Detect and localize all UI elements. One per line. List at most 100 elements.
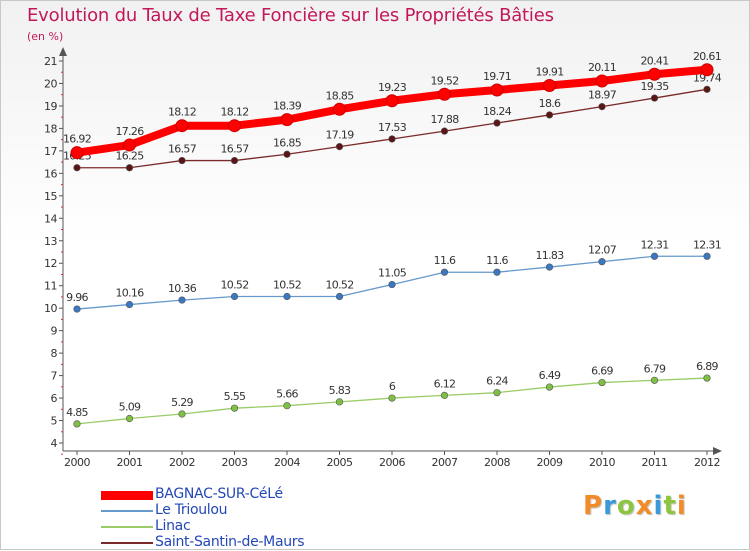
legend: BAGNAC-SUR-CéLé Le Trioulou Linac Saint-San… [101,486,401,551]
y-tick-label: 14 [44,212,57,225]
y-tick-label: 6 [51,392,58,405]
brand-letter: o [616,491,636,521]
data-label: 10.52 [326,278,354,291]
data-label: 20.61 [693,50,721,63]
data-point [700,63,714,77]
data-label: 18.97 [588,89,617,102]
data-label: 12.07 [588,244,617,257]
brand-letter: i [653,491,664,521]
data-label: 10.52 [221,278,249,291]
data-point [440,127,449,135]
brand-letter: x [635,491,654,521]
brand-letter: t [663,491,677,521]
x-tick-label: 2009 [537,456,563,469]
legend-swatch [101,542,153,544]
data-point [125,414,134,423]
x-tick-label: 2010 [589,456,615,469]
data-point [283,292,291,301]
data-point [490,83,504,97]
y-tick-label: 9 [51,325,58,338]
series-saint-santin-de-maurs: 16.2516.2516.5716.5716.8517.1917.5317.88… [63,71,722,172]
data-label: 12.31 [693,238,721,251]
brand-letter: P [583,491,604,521]
y-tick-label: 16 [44,167,57,180]
brand-letter: i [676,491,687,521]
data-point [388,280,396,289]
y-axis-arrow [59,47,67,56]
data-point [545,263,554,271]
data-label: 11.83 [536,249,565,262]
data-label: 16.92 [63,133,91,146]
data-label: 6 [389,380,396,393]
x-tick-label: 2004 [274,456,300,469]
data-label: 5.29 [171,396,193,409]
brand-letter: r [603,491,617,521]
data-label: 6.69 [591,365,613,378]
x-tick-label: 2001 [117,456,143,469]
data-label: 5.09 [119,401,141,414]
data-label: 6.49 [539,369,561,382]
data-point [650,94,659,102]
y-tick-label: 21 [44,55,57,68]
series-bagnac-sur-c-l-: 16.92 17.26 18.12 18.12 18.39 18.85 19.23 19.52… [63,50,722,160]
data-label: 18.24 [483,105,512,118]
data-point [283,402,291,410]
data-point [230,292,239,301]
y-tick-label: 18 [44,122,57,135]
x-tick-label: 2002 [169,456,195,469]
data-label: 6.89 [696,360,718,373]
y-tick-label: 13 [44,235,57,248]
data-point [703,374,711,382]
data-point [598,103,606,111]
data-point [650,252,659,260]
y-tick-label: 11 [44,280,57,293]
data-point [230,156,239,165]
data-point [178,156,186,165]
legend-label: Le Trioulou [155,502,228,518]
data-point [333,102,346,116]
data-label: 16.85 [273,136,302,149]
data-label: 9.96 [66,291,88,304]
data-point [703,252,711,260]
data-point [493,119,501,127]
brand-logo: Proxiti [583,491,687,521]
x-tick-label: 2006 [379,456,405,469]
data-label: 10.16 [116,287,145,300]
data-label: 6.24 [486,375,508,388]
data-point [440,268,449,276]
data-point [280,113,294,127]
data-point [440,391,449,399]
data-label: 18.85 [326,89,355,102]
data-point [230,404,239,412]
data-point [125,300,134,309]
legend-item: BAGNAC-SUR-CéLé [101,486,401,503]
series-linac: 4.85 5.09 5.29 5.55 5.66 5.83 6 6.12 6.24 6.49 6.6… [66,360,719,428]
data-label: 18.12 [221,106,249,119]
data-point [385,94,399,108]
data-point [125,164,134,172]
data-point [493,268,501,276]
data-label: 19.74 [693,71,722,84]
data-point [178,410,186,418]
data-point [335,143,344,151]
data-point [73,164,81,172]
legend-item: Saint-Santin-de-Maurs [101,534,401,551]
data-point [388,394,396,402]
legend-item: Linac [101,518,401,535]
y-tick-label: 5 [51,415,58,428]
y-tick-label: 7 [51,370,58,383]
data-label: 16.57 [221,143,250,156]
data-label: 6.79 [644,362,666,375]
data-point [388,135,396,143]
data-label: 20.11 [588,61,616,74]
legend-label: Linac [155,518,191,534]
data-point [73,420,81,428]
data-label: 16.57 [168,143,197,156]
x-tick-label: 2005 [327,456,353,469]
data-point [648,67,661,81]
data-point [545,111,554,119]
data-point [175,119,189,133]
legend-swatch [101,510,153,512]
x-tick-label: 2000 [64,456,90,469]
